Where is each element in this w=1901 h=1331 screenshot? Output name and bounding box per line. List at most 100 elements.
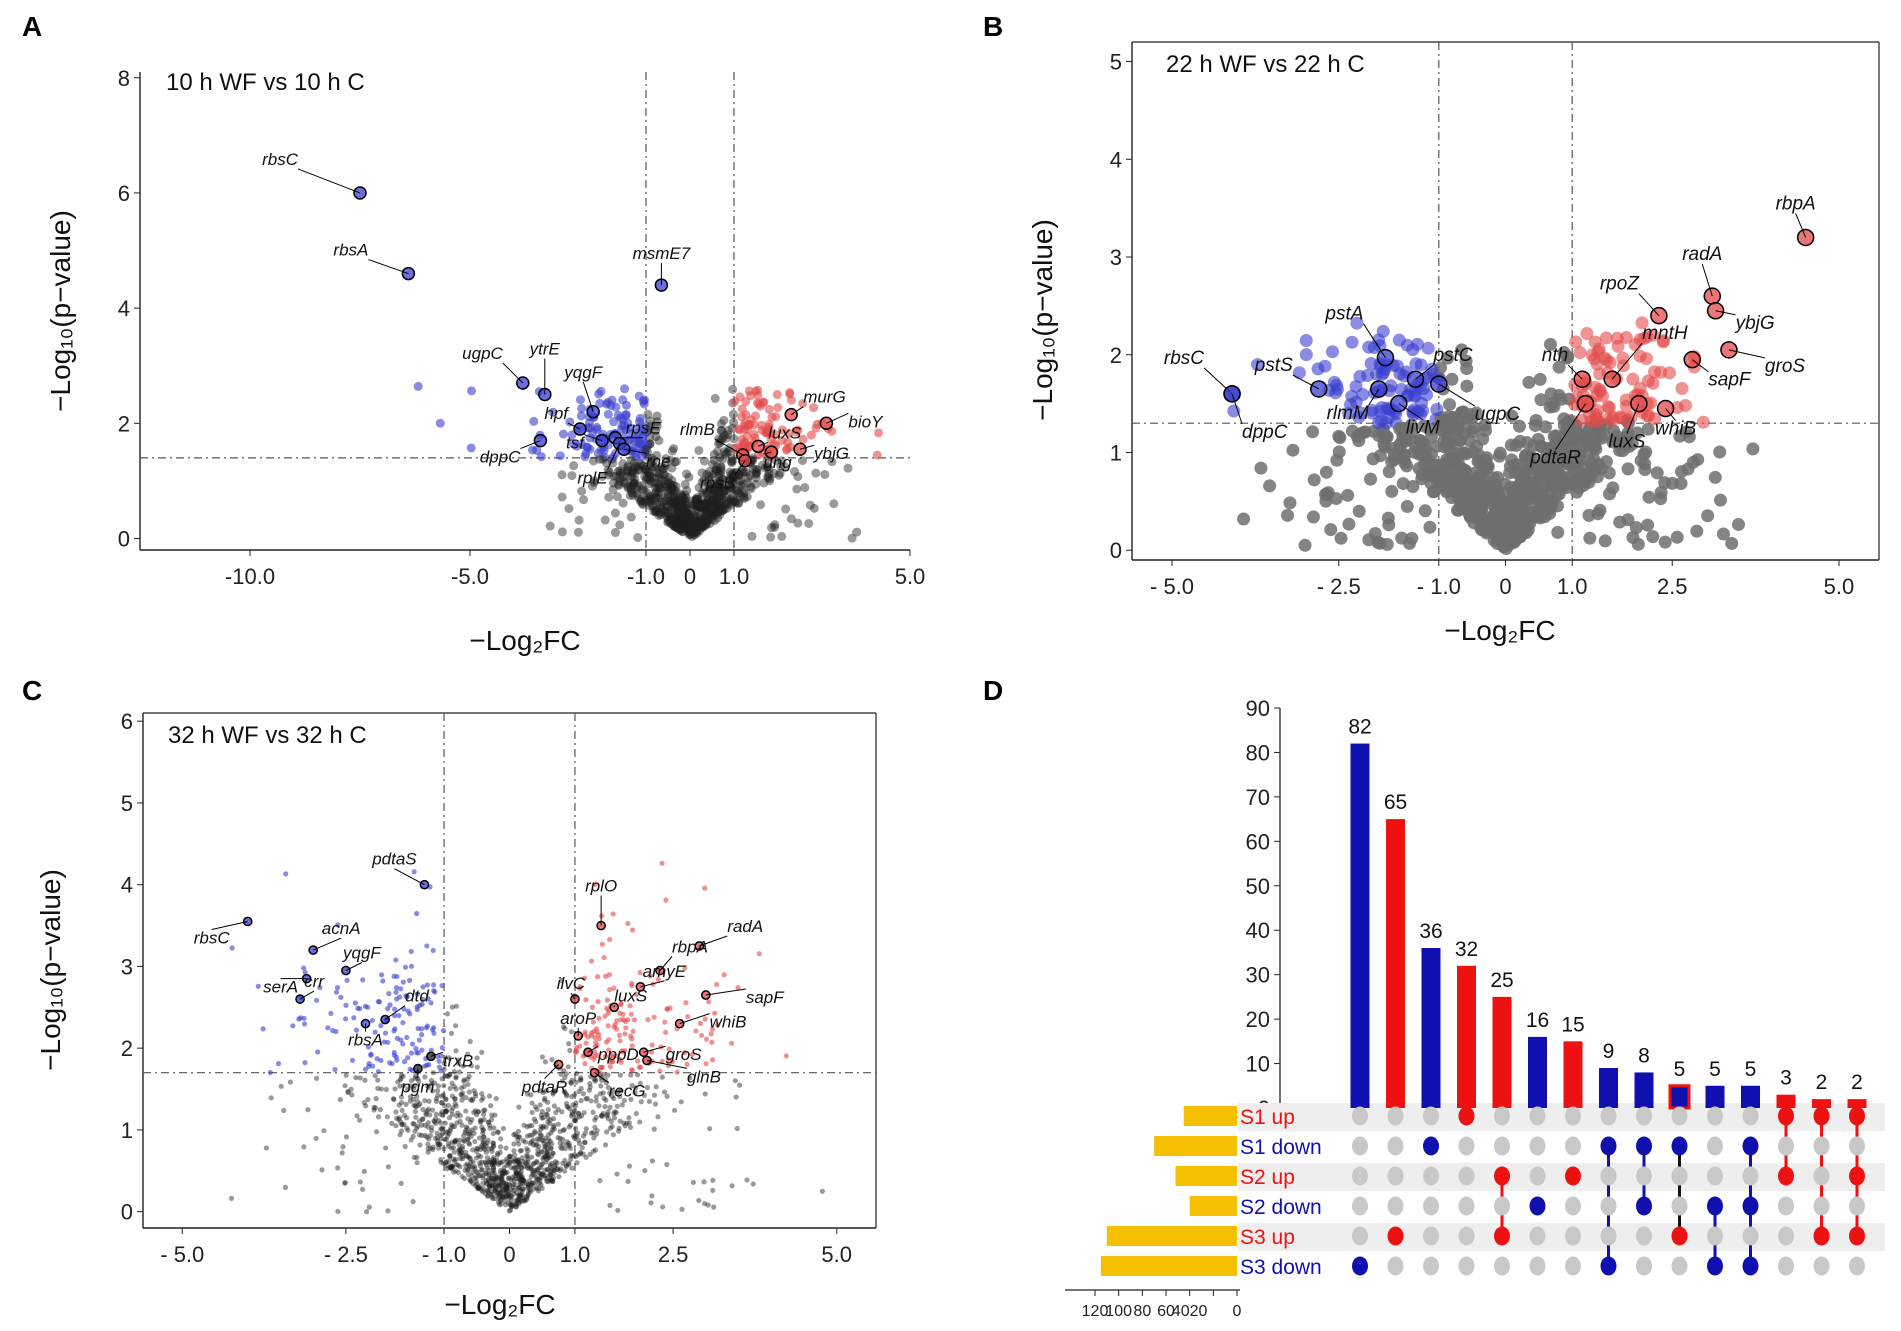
data-point: [638, 500, 648, 510]
data-point: [508, 1165, 514, 1171]
data-point: [615, 473, 625, 483]
data-point: [629, 478, 639, 488]
data-point: [660, 508, 670, 518]
data-point: [476, 1184, 482, 1191]
data-point: [699, 456, 709, 466]
data-point: [702, 1016, 708, 1022]
data-point: [651, 1126, 657, 1132]
data-point: [443, 1108, 449, 1115]
data-point: [622, 1031, 628, 1037]
data-point: [521, 1197, 527, 1203]
data-point: [713, 478, 723, 488]
data-point: [536, 452, 546, 462]
data-point: [344, 977, 350, 983]
data-point: [498, 1136, 504, 1142]
data-point: [519, 1177, 525, 1183]
data-point: [540, 1161, 546, 1167]
data-point: [544, 1175, 551, 1181]
data-point: [1400, 499, 1414, 513]
data-point: [603, 465, 613, 475]
data-point: [641, 465, 651, 475]
gene-leader-line: [1715, 310, 1736, 316]
data-point: [559, 1109, 565, 1115]
data-point: [479, 1097, 485, 1103]
upset-y-tick-label: 20: [1246, 1007, 1270, 1032]
data-point: [692, 494, 702, 504]
data-point: [508, 1197, 514, 1203]
data-point: [313, 1075, 320, 1082]
data-point: [476, 1184, 482, 1190]
data-point: [551, 1170, 557, 1176]
data-point: [516, 1193, 522, 1199]
data-point: [777, 435, 787, 445]
data-point: [827, 457, 837, 467]
data-point: [615, 466, 625, 476]
data-point: [410, 1096, 416, 1102]
data-point: [416, 1132, 422, 1138]
data-point: [553, 1109, 559, 1116]
data-point: [1434, 476, 1448, 490]
data-point: [483, 1160, 489, 1166]
data-point: [467, 1164, 473, 1170]
data-point: [520, 1186, 526, 1192]
data-point: [452, 1096, 458, 1102]
data-point: [721, 433, 731, 443]
data-point: [550, 1178, 556, 1184]
data-point: [489, 1175, 495, 1181]
data-point: [544, 1112, 550, 1118]
data-point: [449, 1111, 455, 1118]
data-point: [677, 499, 687, 509]
gene-leader-line: [1701, 263, 1713, 297]
gene-label-rbpA: rbpA: [1776, 193, 1816, 214]
data-point: [296, 1016, 302, 1022]
data-point: [694, 516, 704, 526]
data-point: [538, 1123, 544, 1130]
data-point: [541, 1123, 547, 1129]
data-point: [382, 1030, 389, 1036]
data-point: [1547, 474, 1561, 488]
data-point: [443, 1159, 449, 1165]
data-point: [552, 1159, 559, 1165]
data-point: [1405, 531, 1419, 545]
data-point: [670, 498, 680, 508]
data-point: [539, 1054, 546, 1060]
data-point: [1606, 424, 1620, 438]
data-point: [455, 1162, 461, 1168]
data-point: [609, 1123, 615, 1130]
data-point: [629, 458, 639, 468]
data-point: [517, 1162, 523, 1168]
data-point: [599, 913, 605, 919]
data-point: [610, 911, 616, 917]
data-point: [443, 1107, 449, 1114]
data-point: [616, 1088, 622, 1094]
data-point: [1673, 429, 1687, 443]
data-point: [400, 979, 406, 985]
data-point: [591, 1028, 597, 1034]
data-point: [678, 523, 688, 533]
data-point: [525, 1162, 531, 1169]
data-point: [524, 1124, 530, 1130]
data-point: [634, 493, 644, 503]
gene-label-pstC: pstC: [1432, 345, 1472, 366]
data-point: [735, 985, 741, 991]
gene-leader-line: [763, 451, 772, 455]
data-point: [440, 1092, 446, 1098]
data-point: [502, 1190, 508, 1196]
data-point: [738, 480, 748, 490]
data-point: [397, 1132, 403, 1138]
data-point: [468, 1178, 474, 1185]
data-point: [483, 1149, 489, 1155]
data-point: [565, 417, 575, 427]
data-point: [637, 1119, 643, 1125]
data-point: [517, 1180, 523, 1186]
data-point: [524, 1153, 530, 1160]
intersection-count: 2: [1816, 1071, 1828, 1094]
data-point: [448, 1164, 454, 1170]
data-point: [531, 1186, 537, 1192]
data-point: [790, 467, 800, 477]
data-point: [528, 1092, 534, 1098]
data-point: [545, 1137, 552, 1143]
data-point: [448, 1030, 455, 1036]
data-point: [636, 459, 646, 469]
data-point: [420, 984, 426, 990]
